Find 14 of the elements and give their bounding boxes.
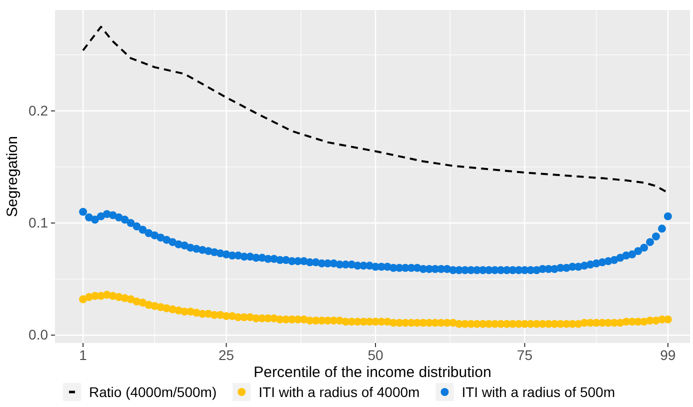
legend-label: ITI with a radius of 500m <box>462 384 615 400</box>
line-series <box>82 26 669 194</box>
y-axis-title: Segregation <box>4 136 21 217</box>
legend-label: ITI with a radius of 4000m <box>258 384 420 400</box>
x-tick-label: 50 <box>368 346 384 363</box>
legend-label: Ratio (4000m/500m) <box>89 384 217 400</box>
y-tick-label: 0.1 <box>28 214 48 231</box>
x-tick-label: 75 <box>516 346 533 363</box>
x-tick-label: 1 <box>79 346 88 363</box>
y-tick-label: 0.2 <box>28 102 48 118</box>
y-tick-label: 0.0 <box>28 326 48 343</box>
x-tick-label: 25 <box>218 346 234 363</box>
x-tick-label: 99 <box>660 346 676 363</box>
x-axis-title: Percentile of the income distribution <box>254 364 492 381</box>
